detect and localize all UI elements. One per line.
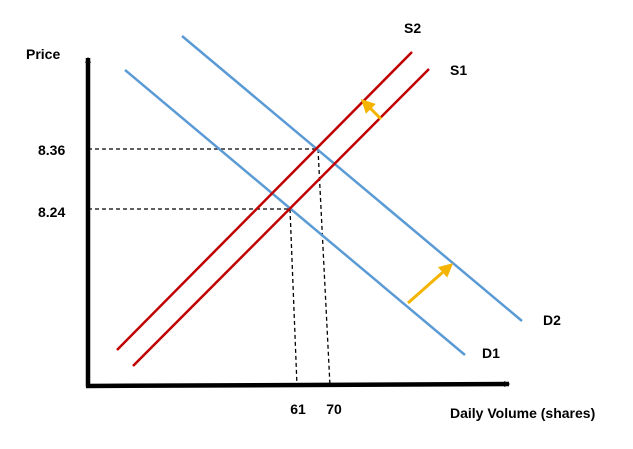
guide-lines — [88, 148, 331, 387]
guide-vertical-70 — [317, 148, 331, 387]
demand-shift-arrow — [407, 263, 454, 305]
guide-vertical-61 — [289, 208, 298, 387]
curve-label-s1: S1 — [450, 62, 467, 78]
x-axis-label: Daily Volume (shares) — [450, 405, 595, 421]
demand-curve-d2 — [181, 35, 523, 322]
y-tick-label-8.36: 8.36 — [38, 142, 65, 158]
x-axis — [85, 381, 511, 389]
y-axis-label: Price — [26, 46, 60, 62]
y-tick-label-8.24: 8.24 — [38, 204, 65, 220]
supply-shift-arrow — [361, 99, 383, 121]
curve-label-d1: D1 — [482, 345, 500, 361]
demand-curve-d1 — [124, 69, 466, 356]
curve-label-d2: D2 — [543, 312, 561, 328]
x-tick-label-70: 70 — [326, 401, 342, 417]
x-tick-label-61: 61 — [290, 401, 306, 417]
supply-curve-s2 — [116, 51, 413, 351]
curve-label-s2: S2 — [404, 20, 421, 36]
